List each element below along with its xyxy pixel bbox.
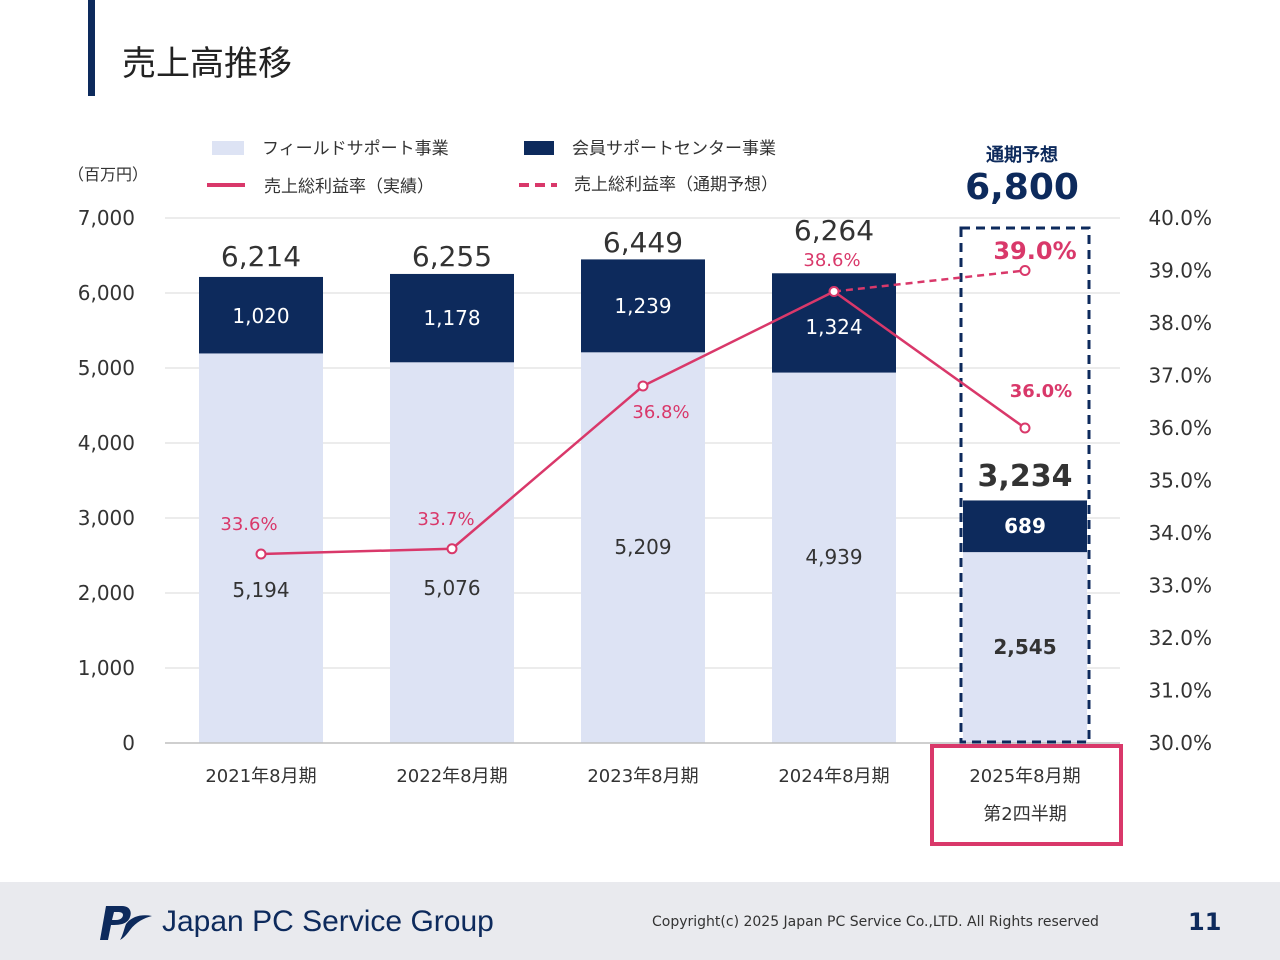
company-logo-mark-icon [100, 906, 152, 940]
y2-tick-label: 31.0% [1148, 679, 1212, 703]
y-tick-label: 4,000 [78, 431, 135, 455]
y2-tick-label: 30.0% [1148, 731, 1212, 755]
bar-field-support [963, 552, 1087, 743]
legend-swatch-member-support [524, 141, 554, 155]
margin-label-actual: 33.7% [417, 509, 474, 530]
total-label: 6,264 [794, 214, 874, 247]
segment-label-field-support: 2,545 [993, 635, 1056, 659]
total-label: 3,234 [978, 459, 1073, 494]
x-category-label: 2023年8月期 [587, 766, 698, 787]
y2-tick-label: 34.0% [1148, 521, 1212, 545]
margin-label-actual: 38.6% [803, 250, 860, 271]
y-tick-label: 6,000 [78, 281, 135, 305]
bar-field-support [772, 372, 896, 743]
segment-label-member-support: 1,324 [805, 315, 862, 339]
segment-label-field-support: 5,209 [614, 535, 671, 559]
legend-label-field-support: フィールドサポート事業 [262, 139, 449, 159]
margin-point-actual [1019, 422, 1031, 434]
y2-tick-label: 39.0% [1148, 259, 1212, 283]
company-logo: Japan PC Service Group [96, 900, 494, 944]
margin-label-forecast: 39.0% [993, 237, 1076, 265]
bar-field-support [199, 353, 323, 743]
y2-tick-label: 38.0% [1148, 311, 1212, 335]
page-title: 売上高推移 [122, 44, 292, 84]
y-tick-label: 0 [122, 731, 135, 755]
forecast-box [959, 226, 1091, 744]
total-label: 6,214 [221, 240, 301, 273]
y-tick-label: 2,000 [78, 581, 135, 605]
y-axis-unit-label: （百万円） [68, 165, 148, 184]
page-number: 11 [1188, 908, 1222, 936]
y-tick-label: 7,000 [78, 206, 135, 230]
y2-tick-label: 32.0% [1148, 626, 1212, 650]
current-period-highlight-box [930, 744, 1123, 846]
margin-point-actual [446, 543, 458, 555]
y-tick-label: 3,000 [78, 506, 135, 530]
margin-label-actual: 36.0% [1010, 381, 1072, 402]
bar-member-support [963, 500, 1087, 553]
y-tick-label: 1,000 [78, 656, 135, 680]
y2-tick-label: 40.0% [1148, 206, 1212, 230]
forecast-value: 6,800 [965, 167, 1079, 208]
margin-label-actual: 33.6% [220, 514, 277, 535]
bar-field-support [581, 352, 705, 743]
x-category-label: 2024年8月期 [778, 766, 889, 787]
total-label: 6,449 [603, 226, 683, 259]
total-label: 6,255 [412, 240, 492, 273]
segment-label-field-support: 5,076 [423, 576, 480, 600]
x-category-label: 2022年8月期 [396, 766, 507, 787]
segment-label-member-support: 1,020 [232, 304, 289, 328]
legend-swatch-field-support [212, 141, 244, 155]
x-category-sublabel: 第2四半期 [983, 804, 1066, 825]
y2-tick-label: 37.0% [1148, 364, 1212, 388]
segment-label-field-support: 5,194 [232, 578, 289, 602]
company-logo-text: Japan PC Service Group [162, 905, 494, 938]
bar-member-support [390, 273, 514, 363]
margin-label-actual: 36.8% [632, 402, 689, 423]
forecast-title: 通期予想 [986, 144, 1058, 166]
copyright-text: Copyright(c) 2025 Japan PC Service Co.,L… [652, 914, 1099, 930]
title-accent-bar [88, 0, 95, 96]
margin-point-actual [637, 380, 649, 392]
segment-label-field-support: 4,939 [805, 545, 862, 569]
sales-chart: 0 1,000 2,000 3,000 4,000 5,000 6,000 7,000 30.0… [68, 139, 1212, 846]
y2-tick-label: 33.0% [1148, 574, 1212, 598]
margin-point-forecast [1019, 265, 1031, 276]
footer [0, 882, 1280, 960]
bar-member-support [199, 276, 323, 354]
legend-label-margin-forecast: 売上総利益率（通期予想） [574, 175, 778, 195]
x-category-label: 2021年8月期 [205, 766, 316, 787]
legend-label-margin-actual: 売上総利益率（実績） [264, 177, 434, 197]
margin-point-actual [828, 286, 840, 297]
y-tick-label: 5,000 [78, 356, 135, 380]
segment-label-member-support: 689 [1004, 514, 1046, 538]
margin-line-forecast [833, 269, 1026, 293]
bar-member-support [581, 259, 705, 353]
y2-tick-label: 35.0% [1148, 469, 1212, 493]
x-category-label: 2025年8月期 [969, 766, 1080, 787]
segment-label-member-support: 1,178 [423, 306, 480, 330]
margin-point-actual [255, 548, 267, 560]
y2-tick-label: 36.0% [1148, 416, 1212, 440]
legend-label-member-support: 会員サポートセンター事業 [572, 139, 776, 159]
segment-label-member-support: 1,239 [614, 294, 671, 318]
